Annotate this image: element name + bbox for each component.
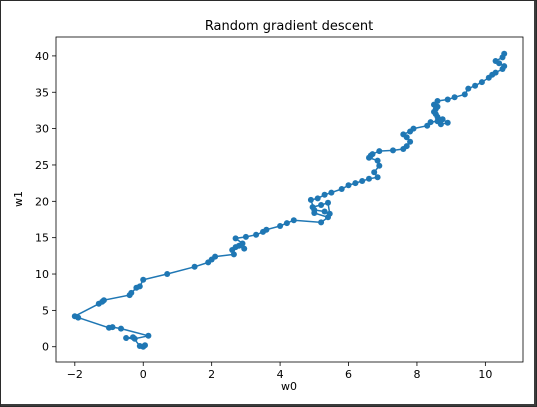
data-point (242, 233, 249, 240)
data-point (131, 335, 138, 342)
data-point (371, 169, 378, 176)
x-tick-label: 4 (277, 368, 284, 381)
data-point (212, 253, 219, 260)
data-point (239, 240, 246, 247)
data-point (390, 147, 396, 154)
data-point (400, 131, 407, 138)
data-point (326, 210, 333, 217)
data-point (318, 202, 325, 208)
data-point (451, 94, 458, 101)
data-point (253, 231, 260, 238)
data-point (437, 121, 444, 128)
y-tick-label: 25 (35, 159, 49, 172)
data-point (164, 271, 171, 277)
plot-area-frame (55, 36, 524, 363)
data-point (321, 208, 328, 215)
data-point (492, 69, 499, 76)
data-point (444, 119, 451, 126)
axis-ticks: −2 0 2 4 6 8 10 0 5 10 15 20 25 30 35 40 (35, 50, 492, 381)
x-tick-label: −2 (67, 368, 83, 381)
data-point (145, 332, 152, 339)
data-point (376, 148, 383, 155)
y-tick-label: 30 (35, 123, 49, 136)
x-tick-label: 2 (208, 368, 215, 381)
data-point (439, 116, 446, 123)
series-group (71, 50, 508, 350)
data-point (338, 186, 345, 192)
data-point (465, 85, 472, 92)
x-tick-label: 10 (478, 368, 492, 381)
data-point (283, 220, 290, 227)
data-point (345, 182, 352, 189)
data-point (359, 178, 366, 184)
data-point (136, 343, 143, 349)
y-tick-label: 10 (35, 268, 49, 281)
data-point (472, 82, 479, 89)
data-point (369, 151, 376, 158)
y-tick-label: 35 (35, 86, 49, 99)
x-tick-label: 6 (345, 368, 352, 381)
data-point (100, 297, 107, 304)
data-point (321, 191, 328, 198)
data-point (410, 125, 417, 132)
data-point (241, 245, 248, 252)
data-point (501, 63, 508, 70)
y-tick-label: 20 (35, 195, 49, 208)
data-point (232, 235, 239, 242)
data-point (106, 324, 112, 331)
x-tick-label: 8 (413, 368, 420, 381)
data-point (444, 96, 451, 103)
data-point (325, 199, 331, 206)
data-point (311, 207, 318, 213)
series-line (73, 53, 506, 348)
data-point (427, 119, 434, 126)
data-point (434, 98, 441, 104)
data-point (328, 189, 335, 196)
data-point (290, 217, 297, 224)
data-point (376, 162, 383, 169)
data-point (118, 325, 124, 332)
data-point (492, 58, 499, 64)
data-point (277, 223, 284, 229)
data-point (366, 175, 372, 182)
data-point (128, 289, 135, 296)
data-point (374, 174, 381, 181)
chart-title: Random gradient descent (205, 19, 373, 34)
data-point (123, 335, 130, 341)
y-tick-label: 0 (42, 341, 49, 354)
data-point (461, 91, 468, 98)
data-point (191, 263, 198, 270)
data-point (478, 79, 485, 86)
data-point (403, 143, 410, 150)
y-axis-label: w1 (12, 191, 25, 207)
data-point (263, 226, 270, 233)
x-tick-label: 0 (140, 368, 147, 381)
data-point (314, 195, 321, 202)
y-tick-label: 5 (42, 304, 49, 317)
data-point (374, 157, 381, 164)
data-point (140, 276, 147, 283)
x-axis-label: w0 (281, 380, 297, 393)
data-point (71, 313, 78, 320)
y-tick-label: 15 (35, 232, 49, 245)
data-point (318, 219, 325, 226)
data-point (501, 50, 508, 57)
data-point (307, 196, 314, 203)
y-tick-label: 40 (35, 50, 49, 63)
data-point (142, 342, 148, 349)
data-point (136, 283, 143, 290)
data-point (407, 138, 414, 145)
data-point (352, 180, 359, 187)
